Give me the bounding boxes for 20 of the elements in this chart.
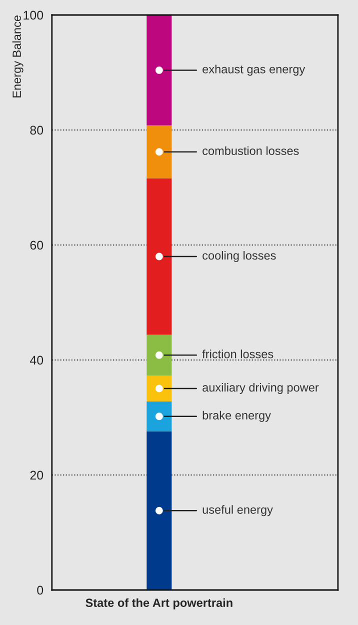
text: auxiliary driving power — [202, 382, 319, 394]
y-axis-title: Energy Balance — [12, 16, 24, 98]
y-tick-label: 40 — [30, 356, 44, 365]
y-tick-label: 60 — [30, 240, 44, 250]
text: exhaust gas energy — [202, 64, 306, 76]
bar — [146, 431, 172, 590]
y-tick-label: 80 — [30, 126, 44, 135]
text: cooling losses — [202, 250, 276, 262]
text: useful energy — [202, 505, 273, 516]
y-tick-label: 0 — [37, 586, 44, 595]
text: combustion losses — [202, 146, 299, 156]
bar — [146, 15, 172, 126]
text: friction losses — [202, 350, 274, 358]
y-tick-label: 100 — [24, 10, 44, 20]
bar — [146, 125, 172, 178]
bar — [146, 334, 172, 376]
bar — [146, 178, 172, 335]
y-tick-label: 20 — [30, 470, 44, 480]
text: brake energy — [202, 410, 271, 422]
x-tick-label: State of the Art powertrain — [86, 598, 232, 610]
